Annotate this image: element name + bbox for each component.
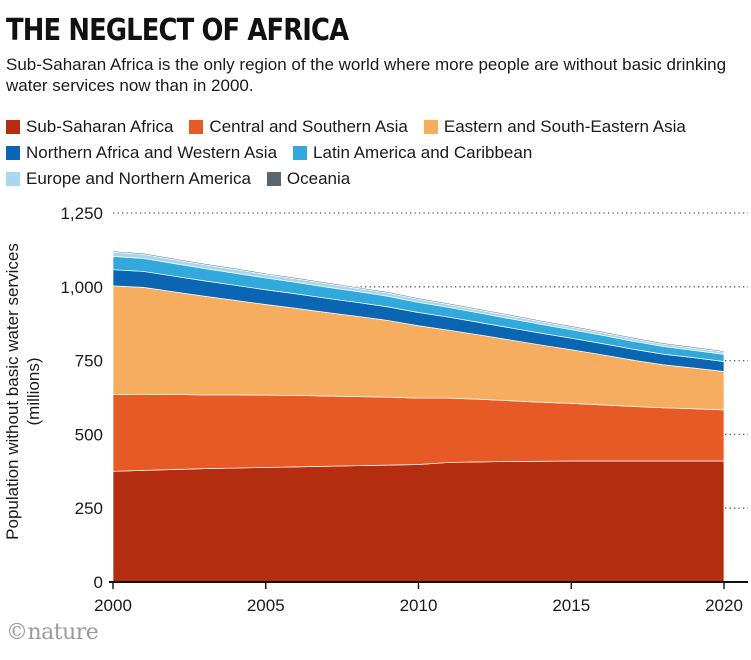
legend-label: Central and Southern Asia bbox=[209, 117, 408, 136]
legend-swatch bbox=[189, 120, 204, 134]
legend-item-northern-africa-western-asia: Northern Africa and Western Asia bbox=[6, 143, 277, 163]
legend-label: Oceania bbox=[286, 169, 351, 188]
legend-item-central-southern-asia: Central and Southern Asia bbox=[189, 117, 408, 137]
legend-item-sub-saharan-africa: Sub-Saharan Africa bbox=[6, 117, 173, 137]
legend-row: Northern Africa and Western Asia Latin A… bbox=[6, 140, 751, 166]
chart-subtitle: Sub-Saharan Africa is the only region of… bbox=[6, 55, 727, 95]
legend-swatch bbox=[293, 146, 308, 160]
legend-label: Northern Africa and Western Asia bbox=[26, 143, 278, 162]
legend-swatch bbox=[6, 172, 20, 186]
nature-logo: ©nature bbox=[6, 620, 99, 645]
legend-item-europe-northern-america: Europe and Northern America bbox=[6, 169, 251, 189]
x-tick-label: 2010 bbox=[400, 596, 438, 615]
y-tick-label: 0 bbox=[94, 573, 103, 592]
y-tick-label: 250 bbox=[75, 499, 103, 518]
x-tick-label: 2005 bbox=[247, 596, 285, 615]
y-axis-title-line-2: (millions) bbox=[24, 358, 43, 426]
legend-item-eastern-south-eastern-asia: Eastern and South-Eastern Asia bbox=[423, 117, 686, 137]
chart-title: THE NEGLECT OF AFRICA bbox=[6, 13, 349, 48]
legend-row: Sub-Saharan Africa Central and Southern … bbox=[6, 114, 751, 140]
y-tick-label: 750 bbox=[75, 352, 103, 371]
legend-swatch bbox=[266, 172, 281, 186]
y-tick-label: 1,250 bbox=[60, 204, 103, 223]
x-tick-label: 2020 bbox=[705, 596, 743, 615]
legend-item-oceania: Oceania bbox=[266, 169, 351, 189]
x-tick-label: 2000 bbox=[94, 596, 132, 615]
legend-label: Europe and Northern America bbox=[26, 169, 251, 188]
legend-row: Europe and Northern America Oceania bbox=[6, 166, 751, 192]
y-axis-title-line-1: Population without basic water services bbox=[3, 243, 22, 540]
x-tick-label: 2015 bbox=[552, 596, 590, 615]
legend-label: Eastern and South-Eastern Asia bbox=[443, 117, 686, 136]
area-series bbox=[112, 250, 725, 583]
legend-label: Sub-Saharan Africa bbox=[26, 117, 174, 136]
y-tick-label: 1,000 bbox=[60, 278, 103, 297]
legend-swatch bbox=[6, 146, 20, 160]
y-tick-label: 500 bbox=[75, 425, 103, 444]
area-sub-saharan-africa bbox=[112, 460, 725, 583]
legend-swatch bbox=[6, 120, 20, 134]
legend-swatch bbox=[423, 120, 438, 134]
legend: Sub-Saharan Africa Central and Southern … bbox=[6, 114, 751, 192]
area-oceania bbox=[112, 250, 725, 353]
axes: 0 250 500 750 1,000 1,250 2000 2005 2010 2015 2020 bbox=[60, 204, 748, 615]
legend-item-latin-america-caribbean: Latin America and Caribbean bbox=[293, 143, 532, 163]
legend-label: Latin America and Caribbean bbox=[313, 143, 533, 162]
